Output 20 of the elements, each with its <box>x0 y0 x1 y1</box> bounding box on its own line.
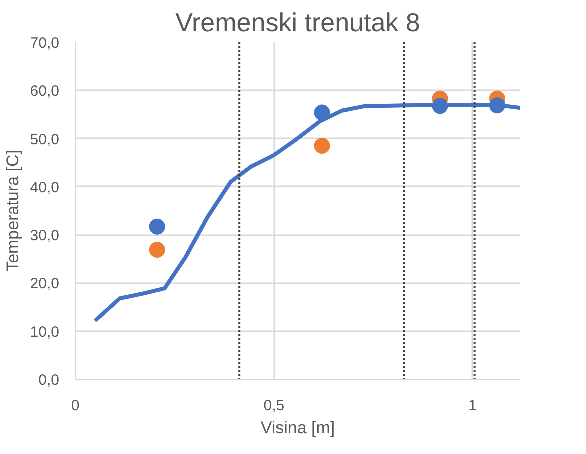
y-tick-label: 60,0 <box>30 83 60 100</box>
y-tick-label: 10,0 <box>30 324 60 341</box>
x-tick-label: 0 <box>71 398 80 414</box>
x-tick-label: 1 <box>468 398 477 414</box>
chart-title: Vremenski trenutak 8 <box>176 8 420 38</box>
x-tick-label: 0,5 <box>264 398 285 414</box>
point <box>432 98 448 114</box>
point <box>314 104 330 121</box>
y-tick-label: 30,0 <box>30 228 60 245</box>
point <box>149 218 166 235</box>
y-tick-label: 50,0 <box>30 131 60 148</box>
y-tick-label: 40,0 <box>30 179 60 196</box>
y-tick-label: 20,0 <box>30 276 60 293</box>
point <box>149 242 166 258</box>
y-tick-label: 0,0 <box>38 372 60 389</box>
y-axis-title: Temperatura [C] <box>3 150 22 272</box>
y-tick-label: 70,0 <box>30 35 60 52</box>
point <box>489 98 506 114</box>
x-axis-title: Visina [m] <box>260 418 336 438</box>
point <box>314 138 330 154</box>
